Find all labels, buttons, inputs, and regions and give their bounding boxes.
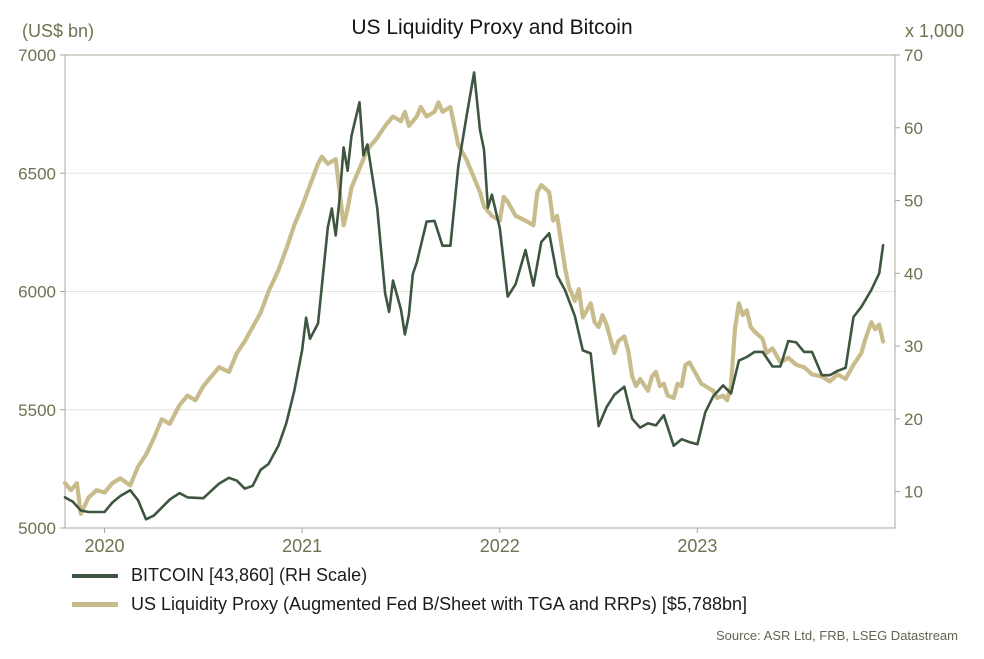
right-axis-unit-label: x 1,000 bbox=[904, 21, 964, 41]
y-left-tick-label: 7000 bbox=[18, 46, 56, 65]
y-right-tick-label: 50 bbox=[904, 192, 923, 211]
y-left-tick-label: 5500 bbox=[18, 401, 56, 420]
chart-title: US Liquidity Proxy and Bitcoin bbox=[351, 16, 633, 39]
legend-label-liquidity-proxy: US Liquidity Proxy (Augmented Fed B/Shee… bbox=[131, 594, 747, 614]
y-right-tick-label: 30 bbox=[904, 337, 923, 356]
x-tick-label: 2022 bbox=[480, 536, 520, 556]
legend-label-bitcoin: BITCOIN [43,860] (RH Scale) bbox=[131, 565, 368, 585]
legend: BITCOIN [43,860] (RH Scale) US Liquidity… bbox=[72, 561, 747, 619]
x-tick-label: 2021 bbox=[282, 536, 322, 556]
bitcoin-line bbox=[63, 71, 885, 521]
y-left-tick-label: 6000 bbox=[18, 283, 56, 302]
y-right-tick-label: 40 bbox=[904, 264, 923, 283]
left-axis-unit-label: (US$ bn) bbox=[22, 21, 95, 41]
x-tick-label: 2020 bbox=[85, 536, 125, 556]
y-right-tick-label: 10 bbox=[904, 483, 923, 502]
legend-item-bitcoin: BITCOIN [43,860] (RH Scale) bbox=[72, 561, 747, 590]
bitcoin-line-swatch bbox=[72, 573, 118, 578]
legend-item-liquidity-proxy: US Liquidity Proxy (Augmented Fed B/Shee… bbox=[72, 590, 747, 619]
y-right-tick-label: 70 bbox=[904, 46, 923, 65]
source-attribution: Source: ASR Ltd, FRB, LSEG Datastream bbox=[715, 628, 958, 643]
liquidity-line bbox=[62, 100, 886, 516]
y-left-tick-label: 6500 bbox=[18, 164, 56, 183]
y-right-tick-label: 60 bbox=[904, 119, 923, 138]
y-right-tick-label: 20 bbox=[904, 410, 923, 429]
liquidity-line-swatch bbox=[72, 602, 118, 607]
x-tick-label: 2023 bbox=[677, 536, 717, 556]
y-left-tick-label: 5000 bbox=[18, 519, 56, 538]
